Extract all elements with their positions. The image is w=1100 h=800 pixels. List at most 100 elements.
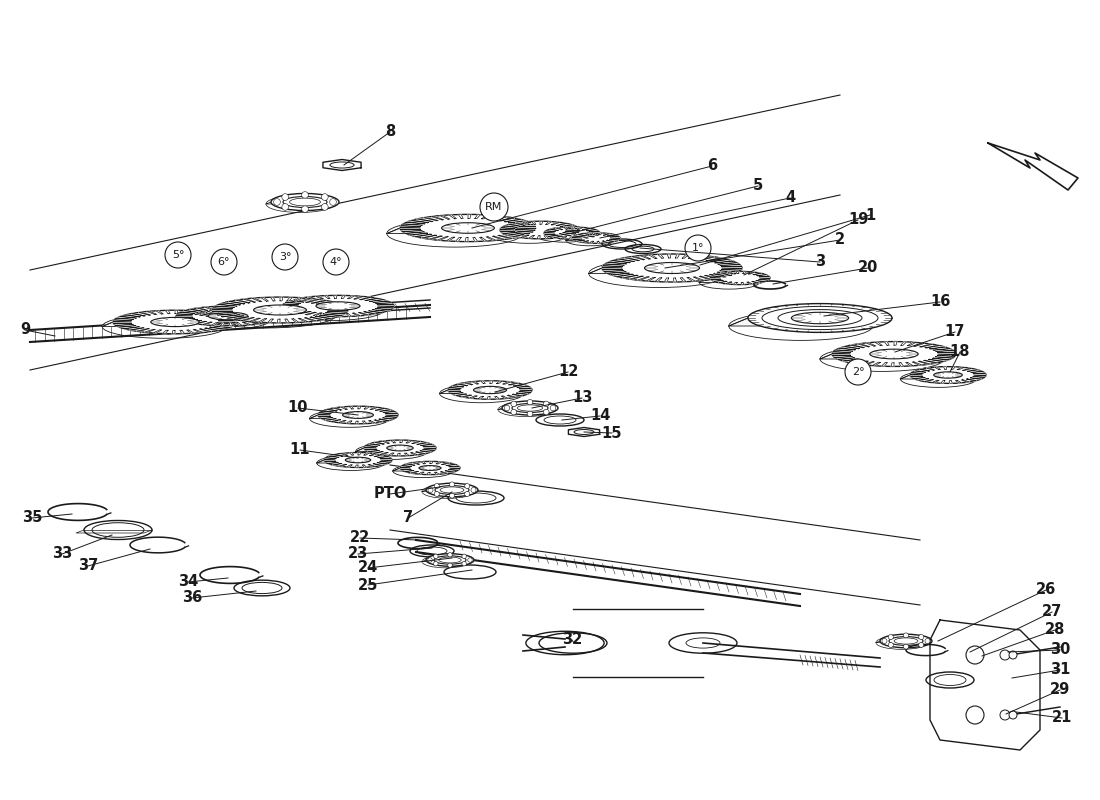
Ellipse shape bbox=[289, 198, 320, 206]
Ellipse shape bbox=[318, 406, 398, 424]
Polygon shape bbox=[515, 222, 525, 226]
Polygon shape bbox=[212, 311, 232, 312]
Polygon shape bbox=[321, 314, 328, 316]
Polygon shape bbox=[447, 464, 455, 466]
Ellipse shape bbox=[832, 342, 956, 366]
Polygon shape bbox=[546, 230, 556, 232]
Polygon shape bbox=[261, 298, 268, 302]
Circle shape bbox=[845, 359, 871, 385]
Polygon shape bbox=[607, 272, 626, 274]
Polygon shape bbox=[387, 228, 536, 234]
Circle shape bbox=[543, 410, 549, 415]
Polygon shape bbox=[588, 268, 742, 274]
Polygon shape bbox=[936, 350, 954, 352]
Polygon shape bbox=[333, 408, 342, 410]
Circle shape bbox=[527, 411, 532, 417]
Ellipse shape bbox=[345, 458, 371, 462]
Polygon shape bbox=[382, 441, 389, 443]
Polygon shape bbox=[405, 453, 409, 456]
Polygon shape bbox=[314, 313, 322, 316]
Ellipse shape bbox=[342, 412, 373, 418]
Circle shape bbox=[966, 706, 984, 724]
Text: 26: 26 bbox=[1036, 582, 1056, 598]
Polygon shape bbox=[217, 314, 236, 315]
Polygon shape bbox=[231, 306, 235, 310]
Polygon shape bbox=[693, 277, 704, 281]
Polygon shape bbox=[522, 222, 530, 225]
Circle shape bbox=[1009, 711, 1018, 719]
Polygon shape bbox=[590, 231, 600, 232]
Polygon shape bbox=[249, 318, 260, 322]
Polygon shape bbox=[924, 360, 938, 363]
Polygon shape bbox=[550, 235, 558, 238]
Polygon shape bbox=[570, 237, 572, 239]
Polygon shape bbox=[935, 357, 953, 358]
Polygon shape bbox=[597, 242, 601, 243]
Text: 18: 18 bbox=[949, 345, 970, 359]
Polygon shape bbox=[388, 453, 394, 456]
Polygon shape bbox=[212, 308, 233, 309]
Polygon shape bbox=[925, 346, 939, 348]
Polygon shape bbox=[480, 238, 487, 242]
Circle shape bbox=[510, 401, 517, 406]
Circle shape bbox=[1000, 650, 1010, 660]
Polygon shape bbox=[420, 450, 431, 453]
Polygon shape bbox=[512, 222, 531, 224]
Circle shape bbox=[918, 634, 924, 639]
Polygon shape bbox=[605, 264, 625, 266]
Polygon shape bbox=[194, 330, 204, 333]
Polygon shape bbox=[528, 235, 535, 238]
Ellipse shape bbox=[500, 222, 580, 238]
Polygon shape bbox=[373, 463, 382, 466]
Polygon shape bbox=[834, 356, 852, 358]
Polygon shape bbox=[400, 440, 403, 442]
Polygon shape bbox=[722, 266, 741, 267]
Polygon shape bbox=[486, 237, 496, 241]
Polygon shape bbox=[488, 216, 499, 219]
Text: 19: 19 bbox=[848, 213, 868, 227]
Polygon shape bbox=[129, 328, 144, 330]
Polygon shape bbox=[404, 470, 414, 472]
Polygon shape bbox=[377, 307, 393, 308]
Polygon shape bbox=[172, 330, 175, 334]
Ellipse shape bbox=[400, 462, 460, 474]
Polygon shape bbox=[928, 359, 944, 362]
Polygon shape bbox=[214, 317, 231, 318]
Polygon shape bbox=[197, 308, 208, 310]
Circle shape bbox=[272, 244, 298, 270]
Polygon shape bbox=[116, 318, 134, 319]
Polygon shape bbox=[317, 302, 333, 304]
Polygon shape bbox=[917, 378, 928, 381]
Circle shape bbox=[433, 554, 438, 558]
Polygon shape bbox=[383, 418, 394, 419]
Polygon shape bbox=[349, 406, 353, 409]
Polygon shape bbox=[341, 295, 345, 298]
Polygon shape bbox=[287, 310, 303, 311]
Polygon shape bbox=[365, 298, 378, 301]
Polygon shape bbox=[324, 461, 336, 462]
Circle shape bbox=[450, 482, 454, 487]
Polygon shape bbox=[700, 278, 770, 282]
Polygon shape bbox=[759, 276, 769, 277]
Polygon shape bbox=[759, 279, 769, 280]
Polygon shape bbox=[487, 397, 490, 399]
Ellipse shape bbox=[441, 222, 494, 234]
Polygon shape bbox=[872, 362, 880, 366]
Polygon shape bbox=[329, 456, 339, 458]
Polygon shape bbox=[410, 220, 429, 223]
Polygon shape bbox=[252, 298, 262, 302]
Polygon shape bbox=[546, 222, 551, 225]
Ellipse shape bbox=[426, 483, 478, 497]
Polygon shape bbox=[891, 362, 894, 366]
Polygon shape bbox=[326, 313, 345, 314]
Polygon shape bbox=[294, 298, 301, 302]
Polygon shape bbox=[482, 215, 490, 219]
Ellipse shape bbox=[894, 638, 917, 644]
Polygon shape bbox=[258, 310, 274, 313]
Circle shape bbox=[468, 558, 472, 562]
Polygon shape bbox=[405, 232, 425, 234]
Polygon shape bbox=[585, 235, 595, 237]
Ellipse shape bbox=[271, 194, 339, 210]
Text: 34: 34 bbox=[178, 574, 198, 590]
Ellipse shape bbox=[282, 295, 394, 317]
